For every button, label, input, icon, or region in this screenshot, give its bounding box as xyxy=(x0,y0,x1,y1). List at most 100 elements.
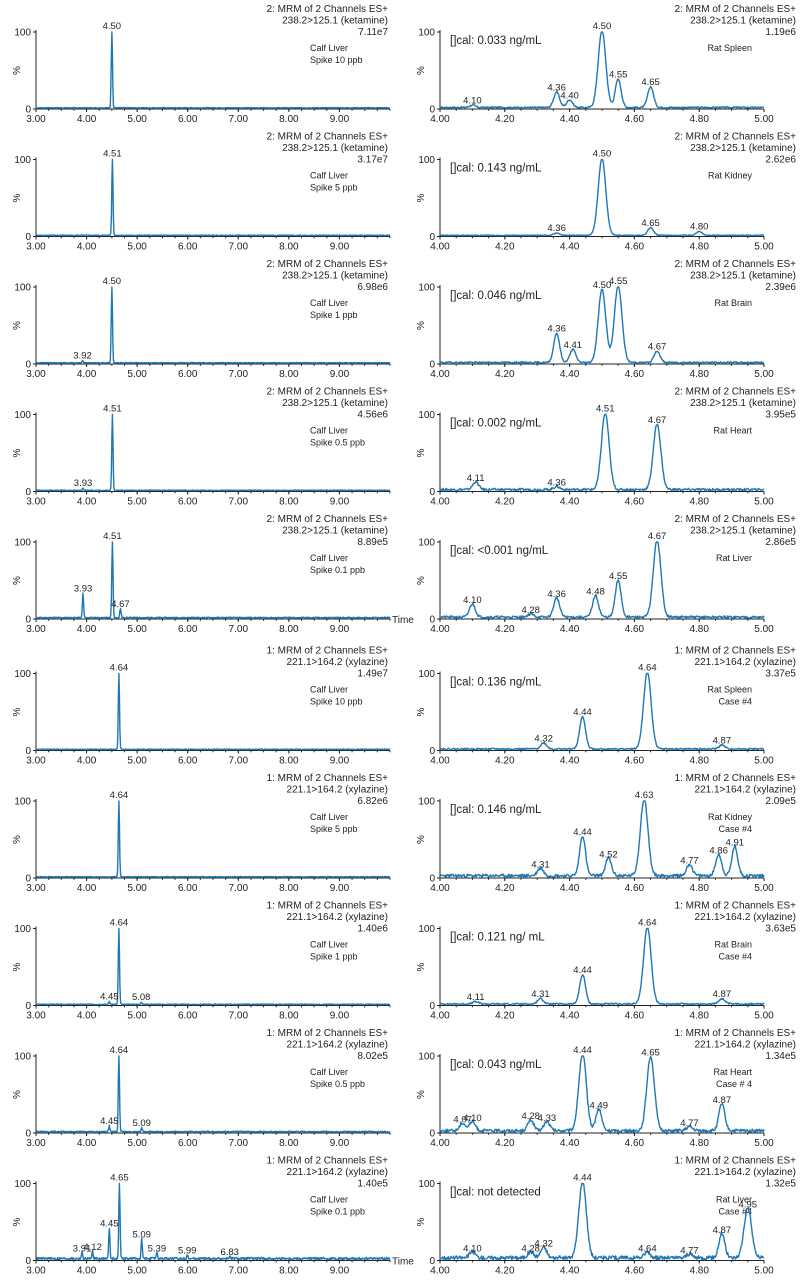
sample-label: Rat Spleen xyxy=(707,685,752,695)
y-tick-label: 100 xyxy=(418,669,435,680)
trace-header-line: 1: MRM of 2 Channels ES+ xyxy=(675,1028,797,1039)
y-tick-label: 100 xyxy=(418,28,435,39)
peak-label: 3.92 xyxy=(73,351,92,362)
x-tick-label: 4.20 xyxy=(495,497,515,508)
x-tick-label: 4.20 xyxy=(495,114,515,125)
x-tick-label: 4.40 xyxy=(560,114,580,125)
x-tick-label: 8.00 xyxy=(279,242,299,253)
sample-label: Rat Spleen xyxy=(707,43,752,53)
peak-label: 4.80 xyxy=(690,222,709,233)
sample-label: Case #4 xyxy=(718,952,752,962)
peak-label: 4.31 xyxy=(531,989,550,1000)
x-tick-label: 4.80 xyxy=(689,114,709,125)
y-axis-unit: % xyxy=(416,707,427,716)
trace-header-line: 238.2>125.1 (ketamine) xyxy=(282,16,388,27)
sample-label: Rat Heart xyxy=(713,1067,752,1077)
calibration-label: []cal: 0.143 ng/mL xyxy=(450,163,542,175)
sample-label: Calf Liver xyxy=(310,1195,348,1205)
trace-header-line: 238.2>125.1 (ketamine) xyxy=(690,16,796,27)
chromatogram-trace xyxy=(35,413,391,492)
peak-label: 4.44 xyxy=(573,827,592,838)
x-tick-label: 4.40 xyxy=(560,369,580,380)
trace-header-line: 1: MRM of 2 Channels ES+ xyxy=(675,773,797,784)
peak-label: 5.39 xyxy=(148,1243,167,1254)
x-tick-label: 4.00 xyxy=(430,369,450,380)
peak-label: 4.87 xyxy=(713,1225,732,1236)
trace-header-line: 221.1>164.2 (xylazine) xyxy=(695,785,796,796)
x-tick-label: 5.00 xyxy=(754,1266,774,1277)
y-tick-label: 0 xyxy=(25,874,31,885)
trace-header-line: 8.02e5 xyxy=(357,1051,388,1062)
chromatogram-left-2: 0 100% 3.00 4.00 5.00 6.00 7.00 8.00 9.00 2: MRM … xyxy=(12,132,391,253)
x-tick-label: 4.80 xyxy=(689,497,709,508)
peak-label: 4.40 xyxy=(560,90,579,101)
chromatogram-right-10: 0 100% 4.00 4.20 4.40 4.60 4.80 5.00 1: MRM of 2… xyxy=(416,1156,796,1277)
x-tick-label: 4.00 xyxy=(77,242,97,253)
x-tick-label: 4.80 xyxy=(689,1266,709,1277)
x-tick-label: 4.00 xyxy=(77,883,97,894)
x-tick-label: 4.60 xyxy=(625,497,645,508)
chromatogram-left-10: 0 100% 3.00 4.00 5.00 6.00 7.00 8.00 9.00 Time 1: … xyxy=(12,1156,414,1277)
trace-header-line: 1: MRM of 2 Channels ES+ xyxy=(267,1028,389,1039)
trace-header-line: 221.1>164.2 (xylazine) xyxy=(287,912,388,923)
trace-header-line: 2: MRM of 2 Channels ES+ xyxy=(675,387,797,398)
chromatogram-left-9: 0 100% 3.00 4.00 5.00 6.00 7.00 8.00 9.00 1: MRM … xyxy=(12,1028,391,1149)
peak-label: 4.64 xyxy=(638,1243,657,1254)
chromatogram-trace xyxy=(439,286,765,364)
trace-header-line: 2: MRM of 2 Channels ES+ xyxy=(267,387,389,398)
peak-label: 4.49 xyxy=(590,1100,609,1111)
x-tick-label: 9.00 xyxy=(330,1266,350,1277)
y-tick-label: 0 xyxy=(25,232,31,243)
chromatogram-trace xyxy=(439,158,765,237)
x-tick-label: 4.20 xyxy=(495,1138,515,1149)
trace-header-line: 3.95e5 xyxy=(765,410,796,421)
x-tick-label: 4.00 xyxy=(430,1266,450,1277)
sample-label: Spike 10 ppb xyxy=(310,697,363,707)
peak-label: 4.10 xyxy=(463,96,482,107)
chromatogram-trace xyxy=(35,927,391,1006)
x-tick-label: 5.00 xyxy=(127,883,147,894)
x-tick-label: 4.80 xyxy=(689,1011,709,1022)
peak-label: 4.50 xyxy=(103,21,122,32)
peak-label: 4.28 xyxy=(521,1111,540,1122)
peak-label: 4.48 xyxy=(586,586,605,597)
x-tick-label: 4.40 xyxy=(560,497,580,508)
y-tick-label: 100 xyxy=(14,1179,31,1190)
trace-header-line: 2: MRM of 2 Channels ES+ xyxy=(675,4,797,15)
calibration-label: []cal: 0.146 ng/mL xyxy=(450,804,542,816)
x-tick-label: 5.00 xyxy=(754,1138,774,1149)
peak-label: 4.63 xyxy=(635,790,654,801)
x-tick-label: 9.00 xyxy=(330,883,350,894)
sample-label: Rat Kidney xyxy=(708,812,753,822)
trace-header-line: 1.40e6 xyxy=(357,924,388,935)
trace-header-line: 221.1>164.2 (xylazine) xyxy=(287,1040,388,1051)
x-tick-label: 4.60 xyxy=(625,1011,645,1022)
x-tick-label: 4.60 xyxy=(625,114,645,125)
peak-label: 4.45 xyxy=(100,1116,119,1127)
y-tick-label: 0 xyxy=(25,105,31,116)
trace-header-line: 6.82e6 xyxy=(357,796,388,807)
trace-header-line: 238.2>125.1 (ketamine) xyxy=(690,143,796,154)
x-tick-label: 9.00 xyxy=(330,1138,350,1149)
chromatogram-trace xyxy=(439,672,765,751)
peak-label: 4.50 xyxy=(593,280,612,291)
y-tick-label: 100 xyxy=(14,797,31,808)
y-axis-unit: % xyxy=(416,1090,427,1099)
peak-label: 4.64 xyxy=(110,790,129,801)
x-tick-label: 3.00 xyxy=(26,1266,46,1277)
trace-header-line: 238.2>125.1 (ketamine) xyxy=(282,398,388,409)
x-tick-label: 8.00 xyxy=(279,1011,299,1022)
peak-label: 4.65 xyxy=(110,1173,129,1184)
trace-header-line: 2: MRM of 2 Channels ES+ xyxy=(267,514,389,525)
peak-label: 4.64 xyxy=(110,918,129,929)
x-tick-label: 4.60 xyxy=(625,1266,645,1277)
x-tick-label: 7.00 xyxy=(229,1011,249,1022)
sample-label: Spike 1 ppb xyxy=(310,952,358,962)
x-tick-label: 9.00 xyxy=(330,497,350,508)
y-axis-unit: % xyxy=(12,962,23,971)
y-tick-label: 100 xyxy=(14,924,31,935)
peak-label: 4.67 xyxy=(111,599,130,610)
y-axis-unit: % xyxy=(416,835,427,844)
chromatogram-right-2: 0 100% 4.00 4.20 4.40 4.60 4.80 5.00 2: MRM of 2… xyxy=(416,132,796,253)
